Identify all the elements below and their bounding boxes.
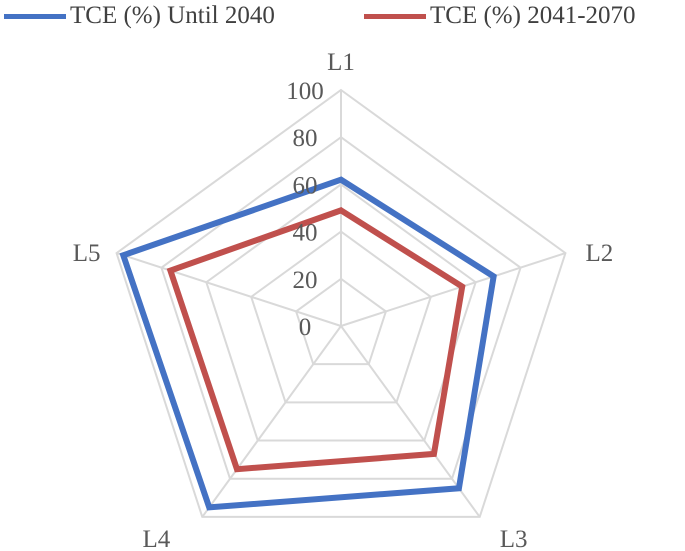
radial-tick-label-80: 80 bbox=[293, 125, 318, 152]
series-line-2 bbox=[166, 207, 466, 473]
legend-label-series-1: TCE (%) Until 2040 bbox=[70, 2, 275, 29]
category-label-l4: L4 bbox=[143, 526, 171, 551]
radial-tick-label-0: 0 bbox=[299, 314, 312, 341]
spoke-l2 bbox=[340, 252, 566, 327]
grid-ring-40 bbox=[250, 230, 432, 404]
category-label-l3: L3 bbox=[500, 526, 528, 551]
category-label-l5: L5 bbox=[73, 240, 101, 267]
legend-swatch-series-2 bbox=[364, 13, 426, 19]
category-label-l2: L2 bbox=[585, 240, 613, 267]
legend-item-series-1: TCE (%) Until 2040 bbox=[4, 2, 275, 30]
radial-tick-label-20: 20 bbox=[293, 267, 318, 294]
legend: TCE (%) Until 2040 TCE (%) 2041-2070 bbox=[0, 2, 685, 36]
legend-swatch-series-1 bbox=[4, 13, 66, 19]
grid-ring-20 bbox=[294, 277, 388, 366]
radial-tick-label-40: 40 bbox=[293, 220, 318, 247]
grid-ring-100 bbox=[115, 88, 567, 518]
grid-ring-80 bbox=[160, 135, 522, 480]
spoke-l5 bbox=[116, 252, 342, 327]
series-line-1 bbox=[119, 176, 497, 511]
spoke-l4 bbox=[201, 325, 342, 518]
radial-tick-label-60: 60 bbox=[293, 172, 318, 199]
grid-ring-60 bbox=[205, 183, 477, 442]
legend-label-series-2: TCE (%) 2041-2070 bbox=[430, 2, 636, 29]
category-label-l1: L1 bbox=[327, 49, 355, 76]
legend-item-series-2: TCE (%) 2041-2070 bbox=[364, 2, 636, 30]
radial-tick-label-100: 100 bbox=[286, 78, 324, 105]
